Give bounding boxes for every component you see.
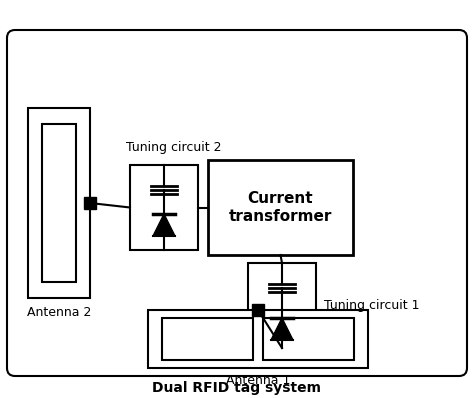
- Bar: [28, 108, 90, 298]
- Bar: [42, 124, 76, 282]
- Bar: [208, 160, 353, 255]
- Polygon shape: [271, 318, 293, 340]
- Text: Antenna 1: Antenna 1: [226, 375, 290, 388]
- Polygon shape: [153, 214, 175, 236]
- Text: Tuning circuit 1: Tuning circuit 1: [324, 299, 419, 312]
- Bar: [248, 263, 316, 348]
- Bar: [130, 165, 198, 250]
- Text: Current
transformer: Current transformer: [229, 191, 332, 224]
- Text: Antenna 2: Antenna 2: [27, 306, 91, 318]
- Bar: [263, 318, 354, 360]
- Bar: [148, 310, 368, 368]
- Bar: [162, 318, 253, 360]
- Text: Dual RFID tag system: Dual RFID tag system: [153, 381, 321, 395]
- Text: Tuning circuit 2: Tuning circuit 2: [126, 140, 222, 154]
- FancyBboxPatch shape: [7, 30, 467, 376]
